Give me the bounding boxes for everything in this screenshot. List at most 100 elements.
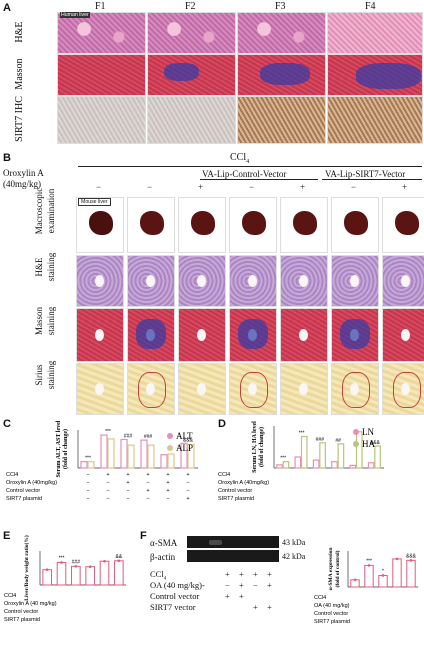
group-control-vector: VA-Lip-Control-Vector xyxy=(202,169,287,179)
human-liver-scale: Human liver xyxy=(60,12,90,18)
bar xyxy=(364,564,374,588)
blot-row-sign: + xyxy=(225,591,230,601)
blot-row-label: CCl4 xyxy=(150,569,166,582)
oroxylin-dose: (40mg/kg) xyxy=(3,179,41,189)
vessel xyxy=(146,275,155,287)
group-ctrl-bracket xyxy=(200,179,318,180)
vessel xyxy=(146,383,155,395)
legend-label: ALT xyxy=(176,431,193,441)
significance-mark: ### xyxy=(124,434,133,440)
vessel xyxy=(350,275,359,287)
data-point xyxy=(367,564,371,567)
panel-d-label: D xyxy=(218,418,226,430)
panel-a-row-label: SIRT7 IHC xyxy=(14,96,25,142)
panel-b-tile xyxy=(382,363,424,415)
panel-b-tile xyxy=(76,363,124,415)
treatment-sign: + xyxy=(166,472,169,478)
vessel xyxy=(197,275,206,287)
blot-label-bactin: β-actin xyxy=(150,552,176,562)
legend-marker xyxy=(353,441,359,447)
blot-row-sign: + xyxy=(267,569,272,579)
chart-c: Serum ALT, AST level (fold of change) *** *… xyxy=(6,420,198,502)
vessel xyxy=(197,383,206,395)
data-point xyxy=(381,574,385,577)
treatment-sign: + xyxy=(166,480,169,486)
data-point xyxy=(74,565,78,568)
panel-b-tile xyxy=(280,197,328,253)
significance-mark: *** xyxy=(85,456,91,462)
panel-a-tile xyxy=(57,54,146,96)
bar-alt xyxy=(160,454,168,469)
bar-ha xyxy=(300,435,308,469)
bar xyxy=(85,566,95,586)
bar-alt xyxy=(80,461,88,469)
panel-e-label: E xyxy=(3,530,11,542)
vessel xyxy=(248,383,257,395)
row-label: Control vector xyxy=(218,488,252,494)
panel-a-tile xyxy=(237,12,326,54)
treatment-sign: + xyxy=(106,472,109,478)
data-point xyxy=(409,559,413,562)
blot-label-asma: α-SMA xyxy=(150,538,178,548)
bar-ln xyxy=(294,456,302,469)
y-axis-label: α-SMA expression xyxy=(328,548,334,591)
collagen-stain xyxy=(138,372,166,408)
significance-mark: *** xyxy=(280,456,286,462)
vessel xyxy=(197,329,206,341)
bar-alp xyxy=(107,438,115,469)
y-axis-label-2: (fold of control) xyxy=(334,550,341,587)
oroxylin-label: Oroxylin A xyxy=(3,168,44,178)
bar-ln xyxy=(367,462,375,469)
panel-a-tile xyxy=(147,12,236,54)
y-axis-label: Serum ALT, AST level xyxy=(56,420,62,477)
bar xyxy=(114,560,124,586)
panel-a-col-f4: F4 xyxy=(365,1,376,12)
panel-b-tile xyxy=(229,255,277,307)
blot-band-faint xyxy=(209,540,222,545)
row-label: SIRT7 plasmid xyxy=(6,496,42,502)
panel-b-tile xyxy=(178,197,226,253)
liver-specimen xyxy=(191,211,215,235)
ccl4-header: CCl4 xyxy=(230,152,250,165)
chart-f: α-SMA expression (fold of control) ****&&&… xyxy=(314,548,418,625)
treatment-sign: − xyxy=(106,480,109,486)
blot-row-text: Control vector xyxy=(150,591,200,601)
row-label: CCl4 xyxy=(218,472,230,478)
panel-a-tile xyxy=(327,96,423,144)
collagen-stain xyxy=(240,372,268,408)
y-axis-label: Serum LN, HA level xyxy=(252,421,258,473)
panel-b-row-label-b: staining xyxy=(46,360,56,390)
panel-b-tile xyxy=(76,255,124,307)
panel-b-tile xyxy=(280,363,328,415)
vessel xyxy=(299,383,308,395)
bar-alp xyxy=(87,461,95,469)
panel-b-row-label-a: Sirius xyxy=(34,364,44,386)
bar-ha xyxy=(374,445,381,469)
significance-mark: ## xyxy=(335,438,341,444)
treatment-sign: − xyxy=(86,480,89,486)
bar-ha xyxy=(319,442,326,469)
y-axis-label-2: (fold of change) xyxy=(258,427,265,467)
significance-mark: ### xyxy=(72,559,81,565)
oroxylin-sign: − xyxy=(96,182,102,192)
blot-row-sign: − xyxy=(225,580,230,590)
blot-row-text: OA (40 mg/kg)- xyxy=(150,580,205,590)
legend-marker xyxy=(167,445,173,451)
significance-mark: &&& xyxy=(406,553,417,559)
blot-row-sign: + xyxy=(239,569,244,579)
blot-row-sign: + xyxy=(253,569,258,579)
liver-specimen xyxy=(344,211,368,235)
panel-a-tile xyxy=(57,96,146,144)
row-label: Oroxylin A (40mg/kg) xyxy=(218,480,269,486)
oroxylin-sign: + xyxy=(402,182,408,192)
row-label: OA (40 mg/kg) xyxy=(314,603,350,609)
row-label: Oroxylin A (40 mg/kg) xyxy=(4,601,57,607)
bar-alp xyxy=(147,444,155,469)
treatment-sign: + xyxy=(166,488,169,494)
vessel xyxy=(401,383,410,395)
panel-b-tile xyxy=(382,255,424,307)
panel-b-tile xyxy=(127,308,175,362)
blot-row-sign: − xyxy=(253,580,258,590)
oroxylin-sign: + xyxy=(300,182,306,192)
panel-b-tile xyxy=(229,363,277,415)
